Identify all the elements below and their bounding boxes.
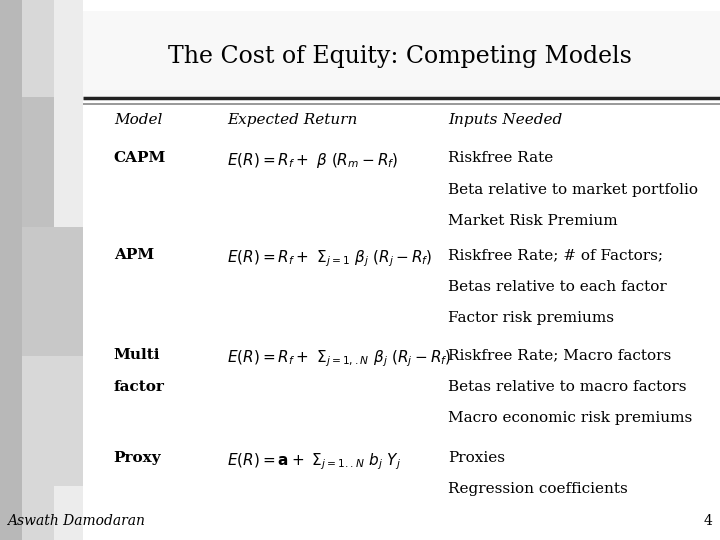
Text: $E(R) = R_f+\ \Sigma_{j=1,.N}\ \beta_j\ (R_j - R_f)$: $E(R) = R_f+\ \Sigma_{j=1,.N}\ \beta_j\ … bbox=[227, 348, 451, 369]
Text: Market Risk Premium: Market Risk Premium bbox=[448, 214, 618, 228]
Text: factor: factor bbox=[114, 380, 165, 394]
Text: Riskfree Rate: Riskfree Rate bbox=[448, 151, 553, 165]
Text: Aswath Damodaran: Aswath Damodaran bbox=[7, 514, 145, 528]
Text: CAPM: CAPM bbox=[114, 151, 166, 165]
FancyBboxPatch shape bbox=[54, 0, 83, 540]
Text: Regression coefficients: Regression coefficients bbox=[448, 482, 628, 496]
FancyBboxPatch shape bbox=[22, 356, 83, 486]
Text: Riskfree Rate; Macro factors: Riskfree Rate; Macro factors bbox=[448, 348, 671, 362]
Text: Proxy: Proxy bbox=[114, 451, 161, 465]
Text: APM: APM bbox=[114, 248, 154, 262]
Text: Inputs Needed: Inputs Needed bbox=[448, 113, 562, 127]
FancyBboxPatch shape bbox=[22, 227, 83, 356]
Text: $E(R) = R_f+\ \beta\ (R_m - R_f)$: $E(R) = R_f+\ \beta\ (R_m - R_f)$ bbox=[227, 151, 398, 170]
Text: Proxies: Proxies bbox=[448, 451, 505, 465]
Text: Model: Model bbox=[114, 113, 162, 127]
Text: The Cost of Equity: Competing Models: The Cost of Equity: Competing Models bbox=[168, 45, 631, 68]
Text: Beta relative to market portfolio: Beta relative to market portfolio bbox=[448, 183, 698, 197]
Text: $E(R) = R_f+\ \Sigma_{j=1}\ \beta_j\ (R_j - R_f)$: $E(R) = R_f+\ \Sigma_{j=1}\ \beta_j\ (R_… bbox=[227, 248, 432, 269]
Text: Expected Return: Expected Return bbox=[227, 113, 357, 127]
FancyBboxPatch shape bbox=[22, 0, 54, 540]
Text: Factor risk premiums: Factor risk premiums bbox=[448, 311, 614, 325]
Text: Riskfree Rate; # of Factors;: Riskfree Rate; # of Factors; bbox=[448, 248, 663, 262]
Text: Betas relative to each factor: Betas relative to each factor bbox=[448, 280, 667, 294]
FancyBboxPatch shape bbox=[83, 11, 720, 97]
Text: Multi: Multi bbox=[114, 348, 161, 362]
Text: Macro economic risk premiums: Macro economic risk premiums bbox=[448, 411, 692, 425]
Text: Betas relative to macro factors: Betas relative to macro factors bbox=[448, 380, 686, 394]
Text: $E(R) = \mathbf{a} + \ \Sigma_{j=1..N}\ b_j\ Y_j$: $E(R) = \mathbf{a} + \ \Sigma_{j=1..N}\ … bbox=[227, 451, 401, 471]
FancyBboxPatch shape bbox=[22, 97, 54, 227]
FancyBboxPatch shape bbox=[0, 0, 22, 540]
Text: 4: 4 bbox=[704, 514, 713, 528]
